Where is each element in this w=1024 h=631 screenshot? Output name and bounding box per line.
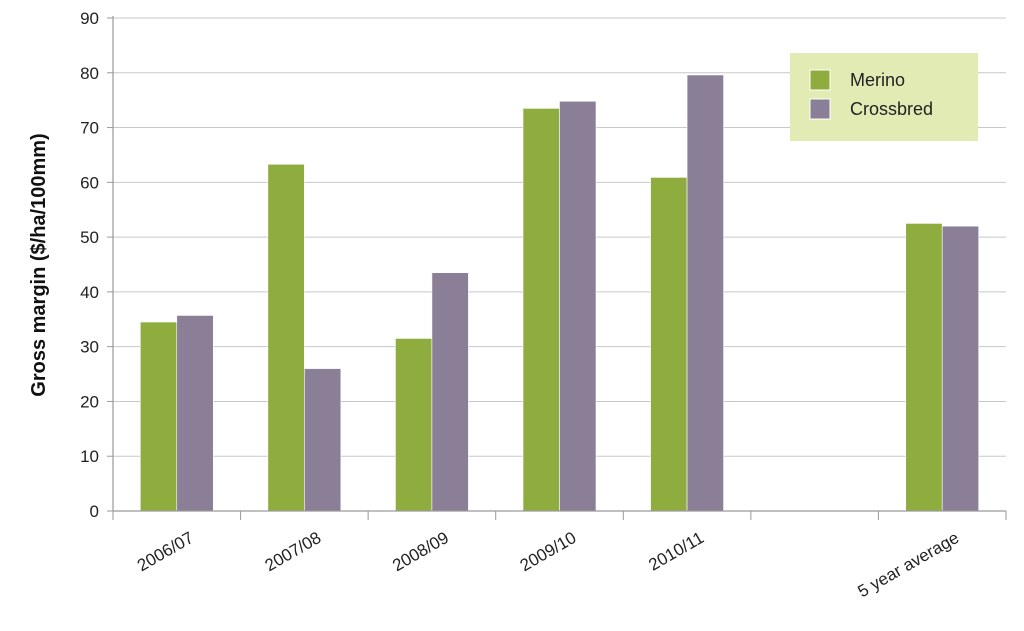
x-tick-labels: 2006/07 2007/08 2008/09 2009/10 2010/11 5 yea… bbox=[134, 528, 962, 601]
y-axis-label: Gross margin ($/ha/100mm) bbox=[28, 133, 50, 396]
y-tick-label: 50 bbox=[80, 228, 99, 247]
y-tick-label: 90 bbox=[80, 9, 99, 28]
bar-crossbred bbox=[176, 315, 214, 512]
x-tick-label: 2007/08 bbox=[262, 528, 325, 575]
legend-swatch-crossbred bbox=[809, 98, 831, 120]
legend-label-crossbred: Crossbred bbox=[850, 99, 933, 119]
bar-merino bbox=[650, 177, 688, 512]
bar-crossbred bbox=[304, 368, 342, 512]
bars bbox=[139, 74, 980, 512]
bar-merino bbox=[267, 163, 305, 512]
y-tick-label: 60 bbox=[80, 173, 99, 192]
bar-merino bbox=[905, 223, 943, 512]
y-tick-label: 0 bbox=[90, 502, 99, 521]
bar-merino bbox=[522, 108, 560, 512]
legend: Merino Crossbred bbox=[790, 53, 978, 141]
legend-label-merino: Merino bbox=[850, 70, 905, 90]
x-tick-label: 2006/07 bbox=[134, 528, 197, 575]
x-tick-label: 2008/09 bbox=[389, 528, 452, 575]
y-tick-label: 40 bbox=[80, 283, 99, 302]
x-tick-label: 5 year average bbox=[855, 528, 963, 601]
x-tick-label: 2010/11 bbox=[645, 528, 707, 575]
axes bbox=[107, 16, 1007, 520]
bar-merino bbox=[139, 321, 178, 512]
y-tick-label: 70 bbox=[80, 119, 99, 138]
legend-background bbox=[790, 53, 978, 141]
bar-crossbred bbox=[686, 74, 724, 512]
x-tick-label: 2009/10 bbox=[517, 528, 580, 575]
y-tick-label: 30 bbox=[80, 338, 99, 357]
bar-merino bbox=[395, 338, 433, 512]
bar-crossbred bbox=[559, 100, 597, 512]
y-tick-label: 10 bbox=[80, 447, 99, 466]
legend-swatch-merino bbox=[809, 69, 831, 91]
bar-crossbred bbox=[431, 272, 469, 512]
y-tick-labels: 0 10 20 30 40 50 60 70 80 90 bbox=[80, 9, 99, 521]
y-tick-label: 20 bbox=[80, 392, 99, 411]
y-tick-label: 80 bbox=[80, 64, 99, 83]
bar-crossbred bbox=[941, 225, 980, 512]
